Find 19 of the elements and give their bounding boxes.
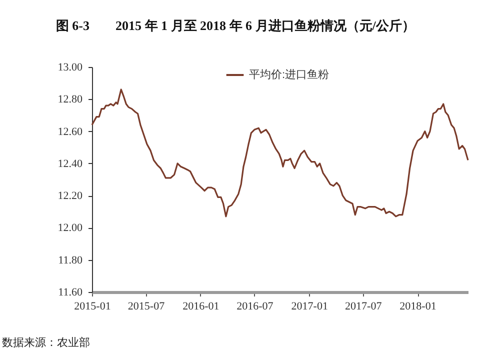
- y-tick-label: 12.00: [58, 222, 83, 234]
- line-series: [91, 88, 469, 218]
- x-tick-label: 2017-07: [345, 300, 382, 312]
- chart-title: 图 6-3 2015 年 1 月至 2018 年 6 月进口鱼粉情况（元/公斤）: [56, 18, 415, 33]
- y-tick-label: 13.00: [58, 62, 83, 74]
- x-tick-label: 2017-01: [291, 300, 328, 312]
- y-tick-label: 12.20: [58, 190, 83, 202]
- x-tick-label: 2016-01: [182, 300, 220, 312]
- legend-label: 平均价:进口鱼粉: [249, 68, 330, 81]
- y-tick-label: 11.80: [58, 254, 83, 266]
- x-tick-label: 2015-01: [74, 300, 111, 312]
- y-tick-label: 12.40: [58, 158, 83, 170]
- y-tick-label: 12.60: [58, 126, 83, 138]
- x-tick-label: 2016-07: [236, 300, 274, 312]
- y-tick-label: 12.80: [58, 94, 83, 106]
- x-tick-label: 2015-07: [128, 300, 166, 312]
- y-tick-label: 11.60: [58, 286, 83, 298]
- source-note: 数据来源：农业部: [2, 336, 90, 349]
- x-tick-label: 2018-01: [400, 300, 436, 312]
